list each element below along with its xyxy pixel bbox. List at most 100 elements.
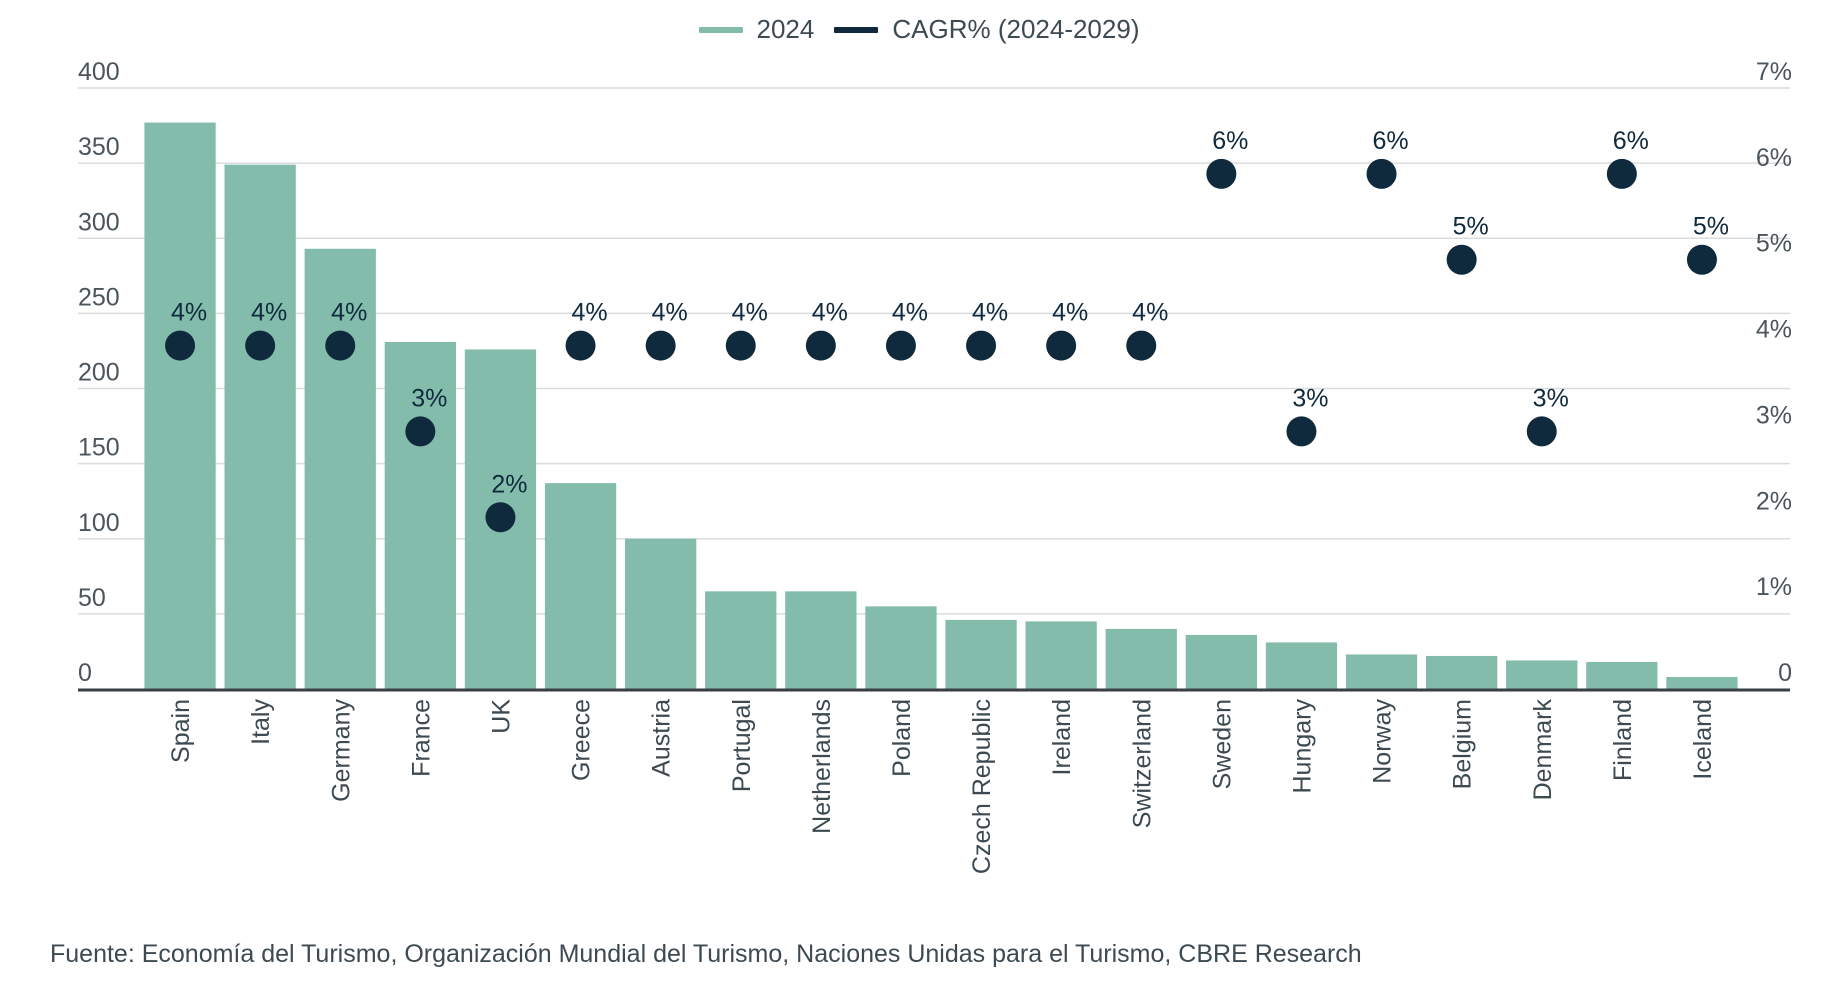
bar: [1105, 628, 1177, 689]
legend-swatch-dot: [834, 26, 879, 33]
data-label: 5%: [1453, 213, 1489, 241]
y-tick-label: 350: [78, 133, 120, 161]
y-tick-label: 0: [78, 659, 92, 687]
cagr-point: [165, 330, 196, 361]
legend-item-cagr: CAGR% (2024-2029): [834, 14, 1139, 45]
y-tick-label: 400: [78, 58, 120, 86]
x-tick-label: Greece: [568, 699, 596, 781]
cagr-point: [325, 330, 356, 361]
y-tick-label: 200: [78, 359, 120, 387]
bar: [1185, 634, 1257, 689]
y-tick-label: 100: [78, 509, 120, 537]
cagr-point: [405, 416, 436, 447]
x-tick-label: Belgium: [1449, 699, 1477, 789]
y2-tick-label: 7%: [1756, 58, 1792, 86]
x-tick-label: Iceland: [1689, 699, 1717, 780]
y2-tick-label: 2%: [1756, 487, 1792, 515]
x-tick-label: Norway: [1369, 699, 1397, 784]
data-label: 4%: [652, 299, 688, 327]
bar: [1025, 621, 1097, 689]
cagr-point: [645, 330, 676, 361]
data-label: 4%: [892, 299, 928, 327]
cagr-point: [485, 502, 516, 533]
cagr-point: [1366, 158, 1397, 189]
bar: [304, 248, 376, 689]
x-tick-label: Czech Republic: [968, 699, 996, 874]
data-label: 6%: [1613, 127, 1649, 155]
cagr-point: [1526, 416, 1557, 447]
legend-label-2024: 2024: [756, 14, 815, 44]
bar: [1666, 676, 1738, 689]
x-tick-label: Germany: [327, 699, 355, 802]
cagr-point: [245, 330, 276, 361]
x-tick-label: UK: [487, 699, 515, 734]
y2-tick-label: 5%: [1756, 230, 1792, 258]
bar: [1345, 654, 1418, 689]
cagr-point: [725, 330, 756, 361]
y2-tick-label: 0: [1778, 659, 1792, 687]
legend: 2024 CAGR% (2024-2029): [0, 14, 1838, 45]
data-label: 3%: [1292, 384, 1328, 412]
bar: [1265, 642, 1338, 689]
x-tick-label: Spain: [167, 699, 195, 763]
x-tick-label: Hungary: [1288, 699, 1316, 794]
bar: [384, 341, 456, 689]
cagr-point: [1686, 244, 1717, 275]
data-label: 3%: [1533, 384, 1569, 412]
x-tick-label: Poland: [888, 699, 916, 777]
data-label: 4%: [571, 299, 607, 327]
data-label: 4%: [1132, 299, 1168, 327]
cagr-point: [805, 330, 836, 361]
cagr-point: [885, 330, 916, 361]
y2-tick-label: 4%: [1756, 316, 1792, 344]
cagr-point: [565, 330, 596, 361]
cagr-point: [1286, 416, 1317, 447]
y-tick-label: 250: [78, 283, 120, 311]
cagr-point: [1446, 244, 1477, 275]
cagr-point: [1206, 158, 1237, 189]
bar: [625, 538, 697, 689]
y-tick-label: 150: [78, 434, 120, 462]
data-label: 4%: [812, 299, 848, 327]
x-tick-label: Italy: [247, 699, 275, 745]
cagr-point: [966, 330, 997, 361]
data-label: 6%: [1372, 127, 1408, 155]
bar: [865, 606, 937, 689]
data-label: 2%: [491, 470, 527, 498]
x-tick-label: Austria: [648, 699, 676, 777]
x-tick-label: Netherlands: [808, 699, 836, 834]
cagr-point: [1606, 158, 1637, 189]
x-tick-label: Finland: [1609, 699, 1637, 781]
data-label: 4%: [972, 299, 1008, 327]
legend-item-2024: 2024: [698, 14, 815, 45]
y-tick-label: 300: [78, 208, 120, 236]
x-tick-label: Denmark: [1529, 699, 1557, 801]
y2-tick-label: 6%: [1756, 144, 1792, 172]
legend-swatch-bar: [698, 26, 743, 33]
x-tick-label: France: [407, 699, 435, 777]
x-tick-label: Portugal: [728, 699, 756, 792]
bar: [224, 164, 296, 689]
bar: [144, 122, 216, 690]
y2-tick-label: 3%: [1756, 401, 1792, 429]
data-label: 5%: [1693, 213, 1729, 241]
bar: [785, 591, 857, 689]
data-label: 6%: [1212, 127, 1248, 155]
data-label: 4%: [732, 299, 768, 327]
legend-label-cagr: CAGR% (2024-2029): [892, 14, 1140, 44]
data-label: 4%: [171, 299, 207, 327]
bar: [1586, 661, 1658, 689]
bar: [1506, 660, 1578, 689]
source-note: Fuente: Economía del Turismo, Organizaci…: [50, 940, 1362, 968]
y2-tick-label: 1%: [1756, 573, 1792, 601]
bar: [544, 483, 617, 689]
x-tick-label: Ireland: [1048, 699, 1076, 775]
y-tick-label: 50: [78, 584, 106, 612]
data-label: 3%: [411, 384, 447, 412]
data-label: 4%: [1052, 299, 1088, 327]
data-label: 4%: [251, 299, 287, 327]
cagr-point: [1046, 330, 1077, 361]
x-tick-label: Sweden: [1208, 699, 1236, 789]
bar: [705, 591, 777, 689]
